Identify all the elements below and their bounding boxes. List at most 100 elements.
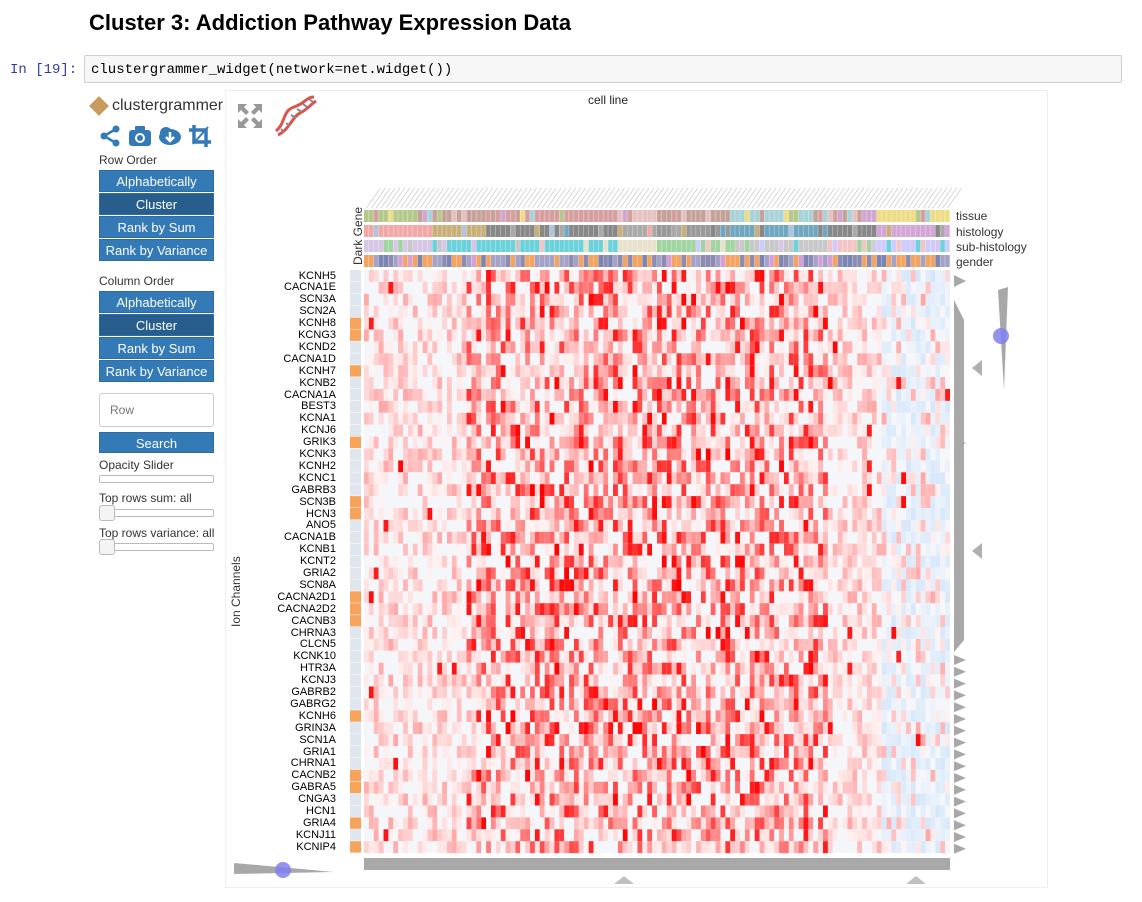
column-label[interactable]	[488, 187, 503, 209]
column-label[interactable]	[517, 187, 533, 209]
column-label[interactable]	[375, 187, 391, 209]
column-label[interactable]	[869, 187, 884, 209]
column-label[interactable]	[385, 187, 401, 209]
dna-icon[interactable]	[272, 93, 318, 137]
column-label[interactable]	[815, 187, 830, 209]
crop-icon[interactable]	[188, 124, 212, 148]
column-label[interactable]	[380, 187, 396, 209]
row-order-cluster-button[interactable]: Cluster	[99, 193, 214, 215]
column-label[interactable]	[761, 187, 777, 209]
column-label[interactable]	[429, 187, 445, 209]
column-label[interactable]	[830, 187, 845, 209]
column-label[interactable]	[712, 187, 728, 209]
row-label[interactable]: CACNA1D	[283, 352, 336, 365]
top-rows-variance-handle[interactable]	[99, 539, 115, 555]
column-label[interactable]	[527, 187, 542, 209]
search-button[interactable]: Search	[99, 432, 214, 453]
column-label[interactable]	[878, 187, 894, 209]
row-label[interactable]: KCNB2	[299, 376, 336, 389]
column-label[interactable]	[693, 187, 708, 209]
column-label[interactable]	[585, 187, 601, 209]
row-label[interactable]: GABRB2	[291, 686, 336, 698]
column-label[interactable]	[766, 187, 782, 209]
column-label[interactable]	[874, 187, 889, 209]
column-label[interactable]	[439, 187, 454, 209]
column-label[interactable]	[634, 187, 650, 209]
row-label[interactable]: CACNA1B	[284, 531, 336, 544]
column-label[interactable]	[537, 187, 552, 209]
column-label[interactable]	[664, 187, 679, 209]
column-label[interactable]	[942, 187, 957, 209]
row-order-alphabetically-button[interactable]: Alphabetically	[99, 170, 214, 192]
column-label[interactable]	[781, 187, 796, 209]
column-label[interactable]	[571, 187, 586, 209]
column-label[interactable]	[625, 187, 640, 209]
row-label[interactable]: KCNH2	[298, 459, 336, 472]
row-label[interactable]: SCN2A	[299, 305, 336, 318]
column-label[interactable]	[742, 187, 757, 209]
column-label[interactable]	[708, 187, 723, 209]
column-label[interactable]	[922, 187, 938, 209]
column-label[interactable]	[444, 187, 459, 209]
column-label[interactable]	[478, 187, 494, 209]
column-label[interactable]	[561, 187, 577, 209]
column-label[interactable]	[424, 187, 440, 209]
column-order-alphabetically-button[interactable]: Alphabetically	[99, 291, 214, 313]
row-label[interactable]: SCN3B	[299, 495, 336, 508]
column-label[interactable]	[532, 187, 547, 209]
row-label[interactable]: CNGA3	[298, 793, 336, 806]
row-label[interactable]: KCNA1	[299, 412, 336, 425]
row-label[interactable]: SCN8A	[299, 578, 336, 591]
column-label[interactable]	[620, 187, 635, 209]
column-label[interactable]	[854, 187, 870, 209]
column-label[interactable]	[400, 187, 415, 209]
column-label[interactable]	[668, 187, 684, 209]
row-label[interactable]: CACNA1A	[284, 388, 336, 401]
row-label[interactable]: GRIA4	[302, 816, 336, 829]
column-order-rank-sum-button[interactable]: Rank by Sum	[99, 337, 214, 359]
column-label[interactable]	[717, 187, 733, 209]
row-label[interactable]: ANO5	[306, 519, 336, 532]
column-label[interactable]	[541, 187, 557, 209]
column-label[interactable]	[937, 187, 953, 209]
row-label[interactable]: KCNB1	[299, 543, 336, 556]
column-label[interactable]	[458, 187, 474, 209]
row-label[interactable]: GABRB3	[291, 483, 336, 496]
column-label[interactable]	[654, 187, 669, 209]
column-label[interactable]	[898, 187, 913, 209]
column-order-rank-variance-button[interactable]: Rank by Variance	[99, 360, 214, 382]
column-label[interactable]	[825, 187, 840, 209]
row-label[interactable]: KCNH5	[298, 269, 336, 282]
column-label[interactable]	[737, 187, 752, 209]
row-label[interactable]: GRIN3A	[295, 721, 336, 734]
column-label[interactable]	[463, 187, 479, 209]
row-label[interactable]: KCNG3	[298, 329, 336, 341]
row-label[interactable]: CLCN5	[299, 638, 336, 651]
share-icon[interactable]	[98, 124, 122, 148]
row-label[interactable]: GRIA2	[302, 567, 336, 579]
column-label[interactable]	[493, 187, 508, 209]
column-label[interactable]	[678, 187, 694, 209]
opacity-slider[interactable]	[99, 475, 214, 483]
column-label[interactable]	[468, 187, 484, 209]
column-label[interactable]	[795, 187, 811, 209]
column-label[interactable]	[566, 187, 581, 209]
column-label[interactable]	[820, 187, 835, 209]
column-label[interactable]	[502, 187, 518, 209]
row-label[interactable]: KCNH7	[298, 364, 336, 377]
column-label[interactable]	[410, 187, 425, 209]
column-label[interactable]	[600, 187, 616, 209]
column-label[interactable]	[844, 187, 860, 209]
expand-icon[interactable]	[236, 102, 264, 130]
row-label[interactable]: KCNK10	[293, 650, 336, 663]
column-label[interactable]	[576, 187, 591, 209]
row-label[interactable]: CHRNA1	[290, 757, 336, 770]
column-label[interactable]	[800, 187, 816, 209]
column-label[interactable]	[673, 187, 689, 209]
column-label[interactable]	[546, 187, 562, 209]
column-label[interactable]	[522, 187, 537, 209]
column-label[interactable]	[610, 187, 625, 209]
column-label[interactable]	[908, 187, 923, 209]
row-label[interactable]: KCNJ3	[301, 674, 336, 687]
column-label[interactable]	[581, 187, 596, 209]
